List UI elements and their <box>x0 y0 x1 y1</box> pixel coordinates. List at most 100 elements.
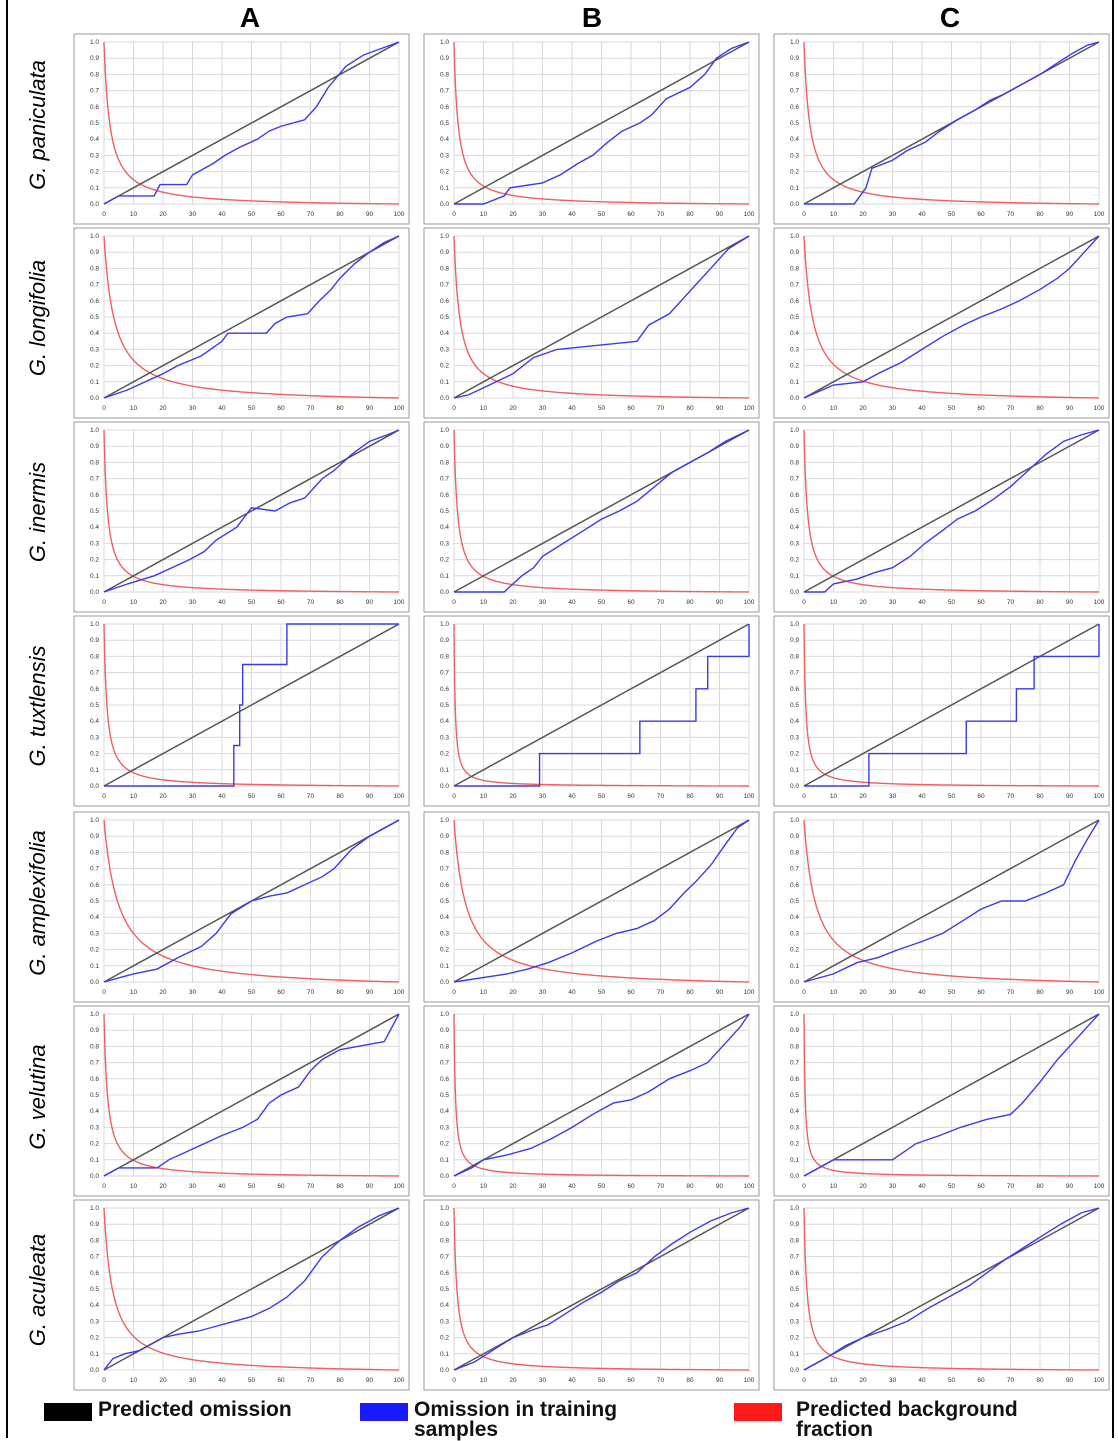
panel-4-1: 0 10 20 30 40 50 60 70 80 90 100 0.0 0.1 0.2 0.3 0.4 0.5… <box>423 811 760 1003</box>
y-tick-label: 0.7 <box>790 1060 799 1067</box>
y-tick-label: 0.2 <box>440 751 449 758</box>
y-tick-label: 0.6 <box>790 1270 799 1277</box>
x-tick-label: 30 <box>189 989 197 996</box>
predicted-omission-line <box>103 41 400 205</box>
predicted-omission-line <box>803 235 1100 399</box>
y-tick-label: 0.6 <box>790 492 799 499</box>
y-tick-label: 0.6 <box>790 298 799 305</box>
x-tick-label: 20 <box>859 1377 867 1384</box>
y-tick-label: 0.7 <box>440 1060 449 1067</box>
x-tick-label: 100 <box>744 211 755 218</box>
training-omission-line <box>803 235 1100 399</box>
column-label-a: A <box>239 2 261 33</box>
y-tick-label: 0.2 <box>790 557 799 564</box>
background-fraction-line <box>103 1208 400 1371</box>
x-tick-label: 0 <box>452 793 456 800</box>
x-tick-label: 60 <box>627 599 635 606</box>
column-label-b: B <box>581 2 603 33</box>
x-tick-label: 30 <box>539 793 547 800</box>
x-tick-label: 50 <box>248 989 256 996</box>
y-tick-label: 0.5 <box>90 702 99 709</box>
x-tick-label: 30 <box>189 211 197 218</box>
x-tick-label: 50 <box>248 211 256 218</box>
legend-swatch-red <box>734 1403 782 1421</box>
y-tick-label: 0.0 <box>90 201 99 208</box>
y-tick-label: 0.9 <box>790 1221 799 1228</box>
y-tick-label: 0.8 <box>90 1043 99 1050</box>
y-tick-label: 0.8 <box>790 459 799 466</box>
y-tick-label: 1.0 <box>790 621 799 628</box>
x-tick-label: 10 <box>480 793 488 800</box>
y-tick-label: 0.6 <box>90 882 99 889</box>
y-tick-label: 0.4 <box>90 136 99 143</box>
y-tick-label: 0.5 <box>790 1286 799 1293</box>
y-tick-label: 0.4 <box>790 136 799 143</box>
y-tick-label: 0.5 <box>90 898 99 905</box>
y-tick-label: 0.8 <box>90 849 99 856</box>
background-fraction-line <box>103 430 400 593</box>
y-tick-label: 0.3 <box>90 346 99 353</box>
legend-item-training-omission: Omission in training samples <box>360 1399 694 1440</box>
predicted-omission-line <box>803 429 1100 593</box>
training-omission-line <box>103 1207 400 1371</box>
x-tick-label: 60 <box>277 793 285 800</box>
x-tick-label: 10 <box>480 405 488 412</box>
y-tick-label: 0.3 <box>790 1318 799 1325</box>
y-tick-label: 1.0 <box>90 39 99 46</box>
x-tick-label: 40 <box>918 211 926 218</box>
y-tick-label: 0.2 <box>90 169 99 176</box>
x-tick-label: 80 <box>686 1377 694 1384</box>
y-tick-label: 0.5 <box>440 508 449 515</box>
x-tick-label: 90 <box>716 211 724 218</box>
x-tick-label: 0 <box>802 211 806 218</box>
y-tick-label: 1.0 <box>440 817 449 824</box>
x-tick-label: 70 <box>307 211 315 218</box>
x-tick-label: 70 <box>307 1183 315 1190</box>
y-tick-label: 0.8 <box>790 849 799 856</box>
y-tick-label: 0.0 <box>90 783 99 790</box>
y-tick-label: 0.3 <box>790 152 799 159</box>
y-tick-label: 0.1 <box>790 185 799 192</box>
y-tick-label: 1.0 <box>90 621 99 628</box>
training-omission-line <box>454 429 750 593</box>
x-tick-label: 0 <box>802 1377 806 1384</box>
background-fraction-line <box>103 819 400 983</box>
x-tick-label: 20 <box>159 1377 167 1384</box>
y-tick-label: 0.9 <box>790 443 799 450</box>
y-tick-label: 0.3 <box>440 930 449 937</box>
background-fraction-line <box>453 236 750 399</box>
x-tick-label: 90 <box>1066 211 1074 218</box>
x-tick-label: 0 <box>102 211 106 218</box>
x-tick-label: 100 <box>394 599 405 606</box>
y-tick-label: 0.8 <box>790 1237 799 1244</box>
training-omission-line <box>804 41 1100 205</box>
figure-frame <box>6 0 1114 1438</box>
y-tick-label: 0.0 <box>790 1367 799 1374</box>
training-omission-line <box>803 819 1100 983</box>
x-tick-label: 40 <box>218 1183 226 1190</box>
x-tick-label: 60 <box>277 211 285 218</box>
x-tick-label: 70 <box>1007 405 1015 412</box>
chart-grid: 0 10 20 30 40 50 60 70 80 90 1000.00.10.20.30.40.5… <box>73 33 1110 1391</box>
y-tick-label: 0.5 <box>790 314 799 321</box>
background-fraction-line <box>803 1208 1100 1371</box>
x-tick-label: 50 <box>948 599 956 606</box>
x-tick-label: 40 <box>218 211 226 218</box>
x-tick-label: 80 <box>686 599 694 606</box>
row-label-aculeata: G. aculeata <box>25 1233 50 1347</box>
y-tick-label: 0.0 <box>440 979 449 986</box>
y-tick-label: 0.1 <box>790 963 799 970</box>
panel-6-0: 0 10 20 30 40 50 60 70 80 90 100 0.0 0.1 0.2 0.3 0.4 0.5… <box>73 1199 410 1391</box>
y-tick-label: 0.9 <box>90 1027 99 1034</box>
x-tick-label: 10 <box>130 599 138 606</box>
y-tick-label: 0.7 <box>440 88 449 95</box>
y-tick-label: 0.1 <box>440 767 449 774</box>
y-tick-label: 0.2 <box>790 751 799 758</box>
y-tick-label: 0.9 <box>90 833 99 840</box>
panel-1-0: 0 10 20 30 40 50 60 70 80 90 100 0.0 0.1 0.2 0.3 0.4 0.5… <box>73 227 410 419</box>
y-tick-label: 0.7 <box>90 476 99 483</box>
training-omission-line <box>103 235 400 399</box>
y-tick-label: 0.7 <box>440 282 449 289</box>
x-tick-label: 40 <box>918 599 926 606</box>
panel-1-2: 0 10 20 30 40 50 60 70 80 90 100 0.0 0.1 0.2 0.3 0.4 0.5… <box>773 227 1110 419</box>
